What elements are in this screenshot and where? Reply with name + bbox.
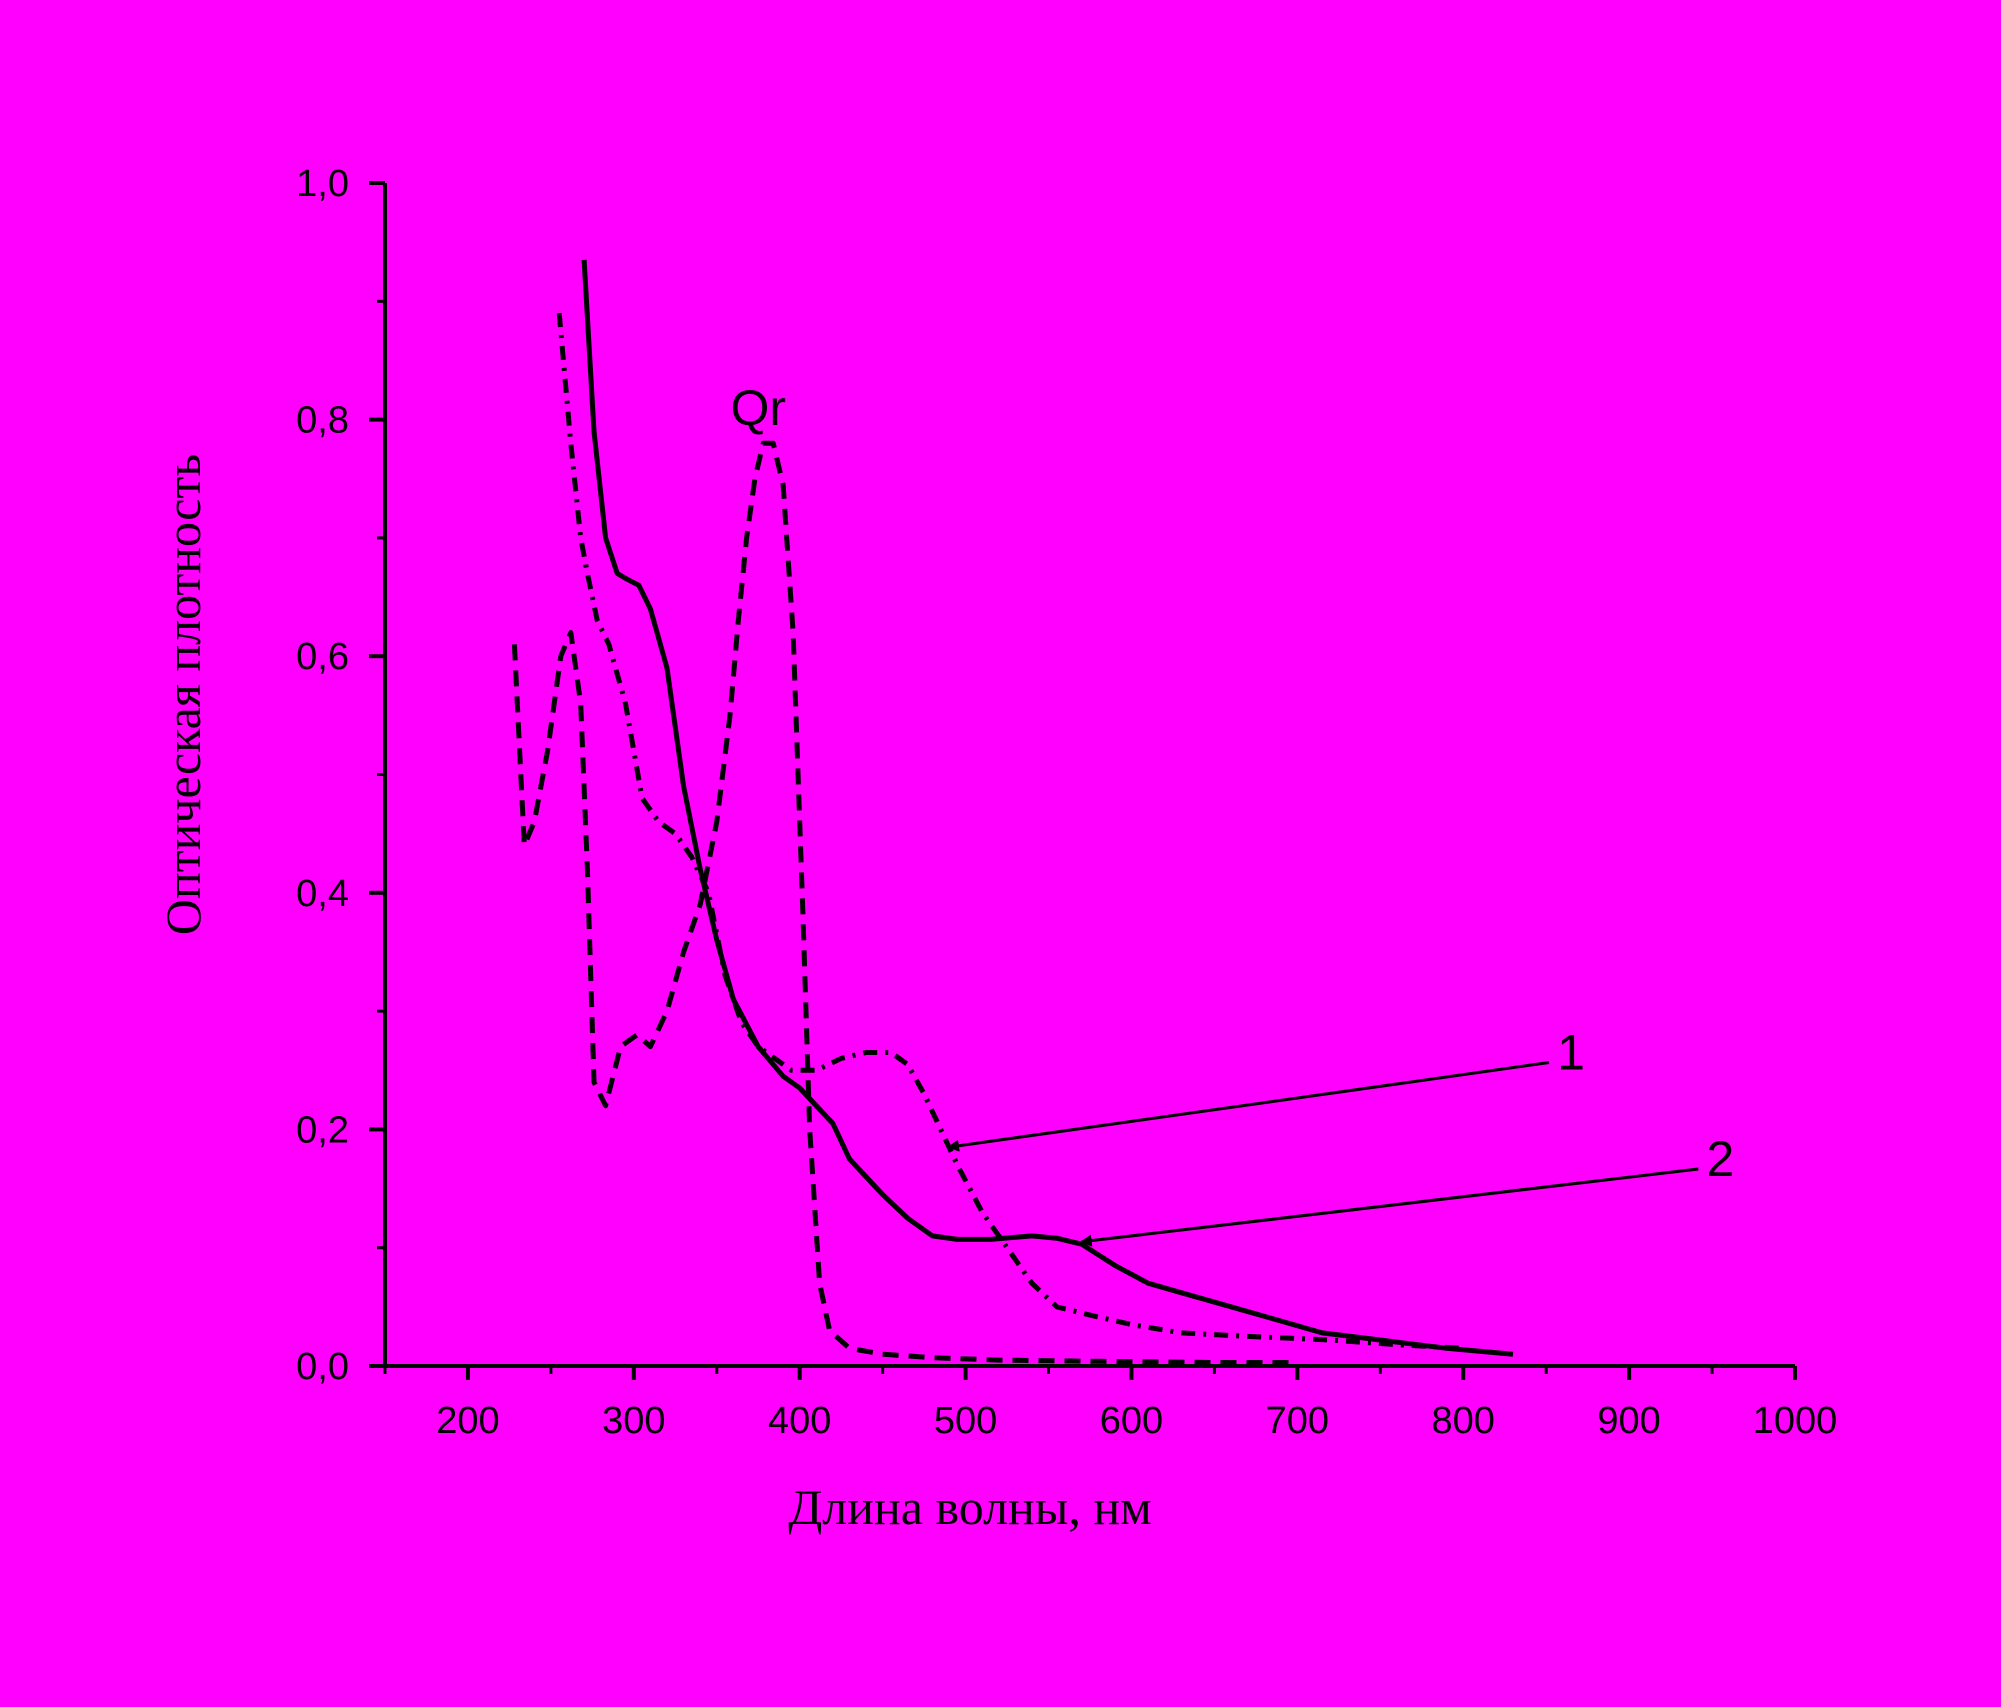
annotation-label: Qr — [730, 380, 786, 436]
x-tick-label: 400 — [768, 1400, 831, 1442]
series-dashed-line — [511, 440, 1298, 1365]
annotation-arrow — [1079, 1167, 1699, 1247]
x-tick-label: 800 — [1432, 1400, 1495, 1442]
y-tick-label: 0,2 — [296, 1109, 349, 1151]
y-tick-label: 0,0 — [296, 1346, 349, 1388]
x-tick-label: 500 — [934, 1400, 997, 1442]
y-tick-label: 1,0 — [296, 163, 349, 205]
x-tick-label: 300 — [602, 1400, 665, 1442]
y-tick-label: 0,4 — [296, 873, 349, 915]
x-tick-label: 1000 — [1753, 1400, 1838, 1442]
x-tick-label: 200 — [436, 1400, 499, 1442]
x-axis-title: Длина волны, нм — [788, 1479, 1152, 1535]
annotation-label: 2 — [1706, 1131, 1734, 1187]
annotations: Qr 1 2 — [730, 380, 1734, 1247]
y-axis-title: Оптическая плотность — [155, 454, 211, 935]
x-tick-label: 900 — [1597, 1400, 1660, 1442]
y-tick-label: 0,6 — [296, 636, 349, 678]
series-dash-dot-line — [556, 312, 1464, 1351]
y-tick-label: 0,8 — [296, 400, 349, 442]
series-solid-line — [581, 259, 1514, 1357]
y-ticks: 0,0 0,2 0,4 0,6 0,8 1,0 — [296, 163, 385, 1388]
series-group — [511, 259, 1514, 1365]
axes — [383, 183, 1795, 1368]
x-ticks: 200 300 400 500 600 700 800 900 1000 — [383, 1366, 1838, 1442]
x-tick-label: 700 — [1266, 1400, 1329, 1442]
annotation-label: 1 — [1557, 1025, 1585, 1081]
annotation-arrow — [947, 1061, 1550, 1152]
x-tick-label: 600 — [1100, 1400, 1163, 1442]
